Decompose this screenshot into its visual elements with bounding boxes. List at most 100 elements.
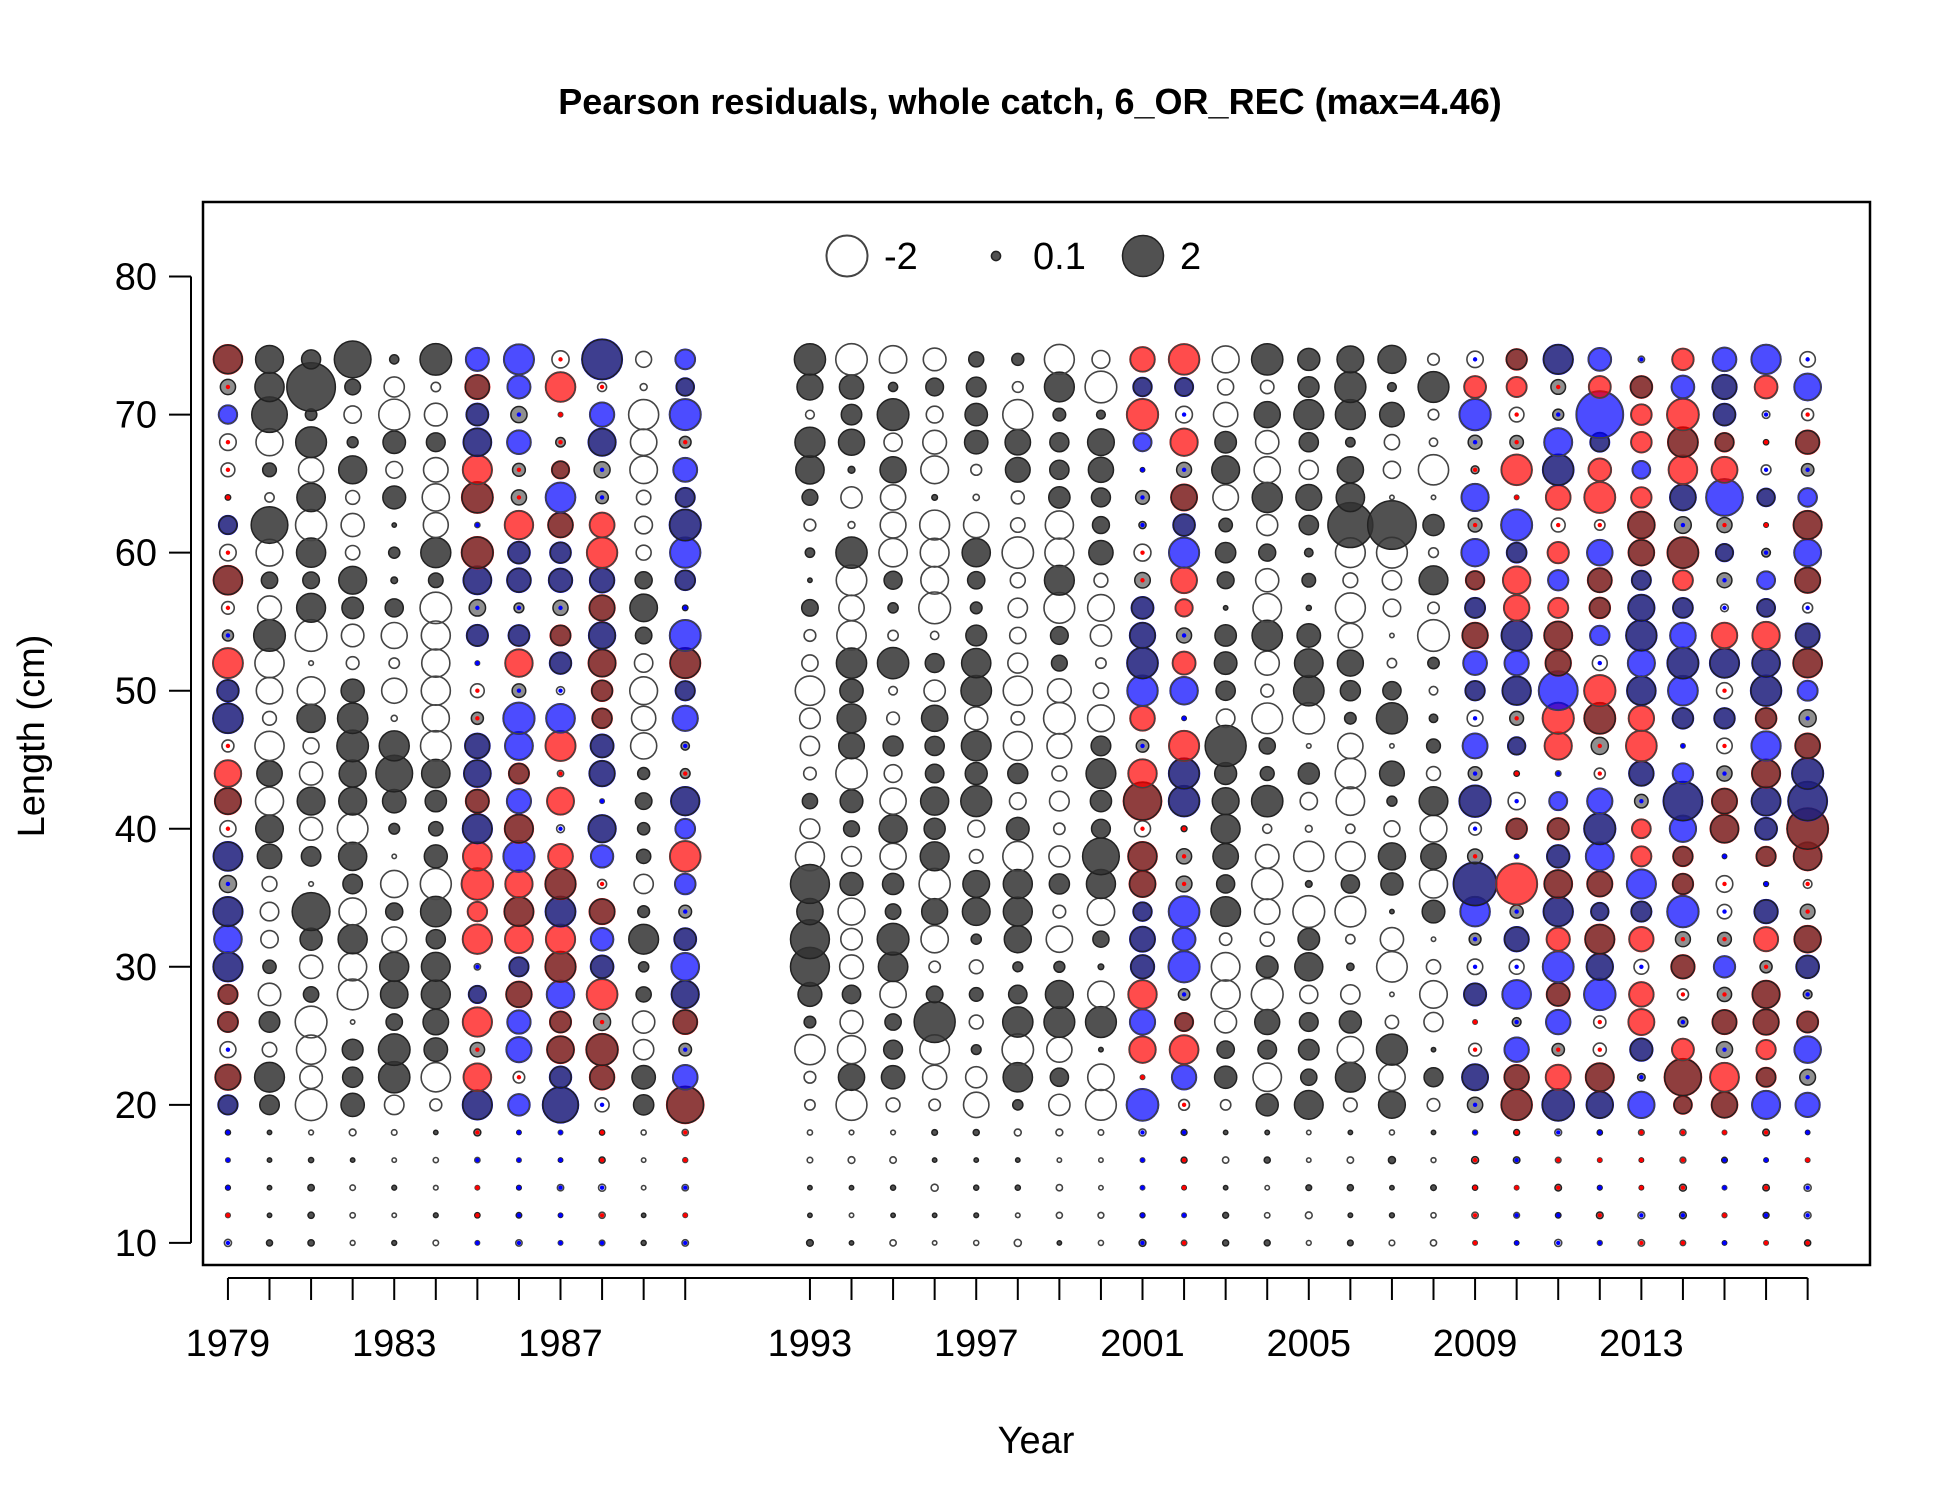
residual-point-positive <box>1298 431 1320 453</box>
residual-point-negative <box>630 705 657 732</box>
residual-point-colored <box>1597 522 1602 528</box>
residual-point-positive <box>880 1064 906 1090</box>
residual-point-negative <box>1174 405 1194 424</box>
residual-point-negative <box>883 432 903 453</box>
residual-point-positive <box>548 567 573 593</box>
residual-point-negative <box>1666 895 1700 929</box>
residual-point-positive <box>591 707 613 729</box>
residual-point-colored <box>683 1157 688 1163</box>
residual-point-positive <box>388 354 400 365</box>
residual-point-negative <box>840 845 863 868</box>
residual-point-positive <box>382 485 407 510</box>
residual-point-negative <box>968 1014 984 1030</box>
residual-point-positive <box>1221 1239 1230 1247</box>
residual-point-negative <box>879 484 907 511</box>
residual-point-negative <box>1803 1183 1812 1193</box>
residual-point-positive <box>544 950 577 983</box>
residual-point-negative <box>212 647 244 679</box>
residual-point-colored <box>1597 1157 1602 1163</box>
residual-point-positive <box>377 1033 411 1067</box>
residual-point-positive <box>1382 680 1402 701</box>
residual-point-negative <box>1586 787 1614 815</box>
residual-point-positive <box>1793 925 1822 954</box>
residual-point-negative <box>1086 704 1116 733</box>
residual-point-colored <box>1722 936 1727 942</box>
residual-point-positive <box>468 985 487 1004</box>
residual-point-negative <box>1716 903 1733 920</box>
residual-point-positive <box>887 602 899 614</box>
residual-point-negative <box>1592 1015 1607 1029</box>
residual-point-positive <box>1258 737 1277 755</box>
residual-point-negative <box>1467 821 1483 836</box>
residual-point-positive <box>1214 624 1238 647</box>
residual-point-positive <box>1222 1129 1229 1136</box>
residual-point-positive <box>1174 1012 1194 1032</box>
residual-point-negative <box>1797 487 1818 508</box>
residual-point-negative <box>847 520 856 530</box>
residual-point-positive <box>1666 536 1700 569</box>
residual-point-negative <box>1168 730 1200 762</box>
residual-point-negative <box>964 1065 988 1089</box>
residual-point-positive <box>1004 456 1031 483</box>
residual-point-negative <box>1802 878 1813 890</box>
residual-point-positive <box>1215 680 1237 702</box>
residual-point-colored <box>1805 412 1810 417</box>
residual-point-positive <box>1211 455 1241 485</box>
residual-point-positive <box>628 923 660 955</box>
residual-point-positive <box>1542 896 1574 928</box>
residual-point-colored <box>1805 605 1810 611</box>
residual-point-positive <box>960 730 992 762</box>
residual-point-negative <box>1637 1211 1646 1220</box>
residual-point-positive <box>1129 622 1156 649</box>
residual-point-negative <box>1466 350 1485 369</box>
residual-point-positive <box>973 1157 980 1164</box>
residual-point-colored <box>1472 854 1478 859</box>
residual-point-negative <box>1014 1212 1021 1219</box>
residual-point-positive <box>544 895 577 928</box>
residual-point-negative <box>1211 345 1240 374</box>
residual-point-positive <box>631 1064 657 1090</box>
residual-point-negative <box>1342 572 1359 589</box>
residual-point-negative <box>1750 343 1782 375</box>
residual-point-positive <box>836 703 867 734</box>
residual-point-negative <box>1086 1063 1115 1092</box>
residual-point-positive <box>931 1128 939 1137</box>
residual-point-colored <box>1140 550 1145 555</box>
residual-point-positive <box>1796 1010 1819 1034</box>
residual-point-negative <box>803 518 817 532</box>
residual-point-negative <box>1334 840 1366 872</box>
residual-point-colored <box>1805 881 1810 887</box>
residual-point-positive <box>549 1010 572 1034</box>
residual-point-positive <box>1253 1008 1281 1036</box>
residual-point-negative <box>1298 984 1319 1005</box>
residual-point-positive <box>381 788 407 814</box>
residual-point-colored <box>516 495 522 500</box>
residual-point-positive <box>256 760 283 787</box>
residual-point-positive <box>965 376 987 398</box>
residual-point-negative <box>1342 1097 1358 1113</box>
residual-point-colored <box>1722 1213 1727 1218</box>
residual-point-positive <box>1002 868 1034 900</box>
residual-point-positive <box>505 980 533 1008</box>
residual-point-negative <box>503 343 535 376</box>
residual-point-colored <box>1514 909 1519 914</box>
residual-point-positive <box>635 848 652 865</box>
residual-point-positive <box>300 349 322 370</box>
residual-point-negative <box>344 544 361 561</box>
residual-point-positive <box>840 403 863 426</box>
residual-point-positive <box>666 1085 705 1124</box>
residual-point-negative <box>929 630 940 641</box>
residual-point-colored <box>1472 716 1478 721</box>
residual-point-positive <box>1346 1183 1355 1192</box>
residual-point-negative <box>596 381 608 393</box>
residual-point-positive <box>420 951 451 982</box>
residual-point-negative <box>1756 570 1776 590</box>
residual-point-colored <box>1805 992 1810 997</box>
residual-point-positive <box>890 1212 897 1219</box>
residual-point-negative <box>629 732 658 760</box>
residual-point-positive <box>1544 649 1572 677</box>
residual-point-colored <box>1140 1157 1145 1163</box>
residual-point-colored <box>1514 440 1519 445</box>
residual-point-positive <box>1388 1184 1395 1191</box>
residual-point-negative <box>1751 621 1781 650</box>
